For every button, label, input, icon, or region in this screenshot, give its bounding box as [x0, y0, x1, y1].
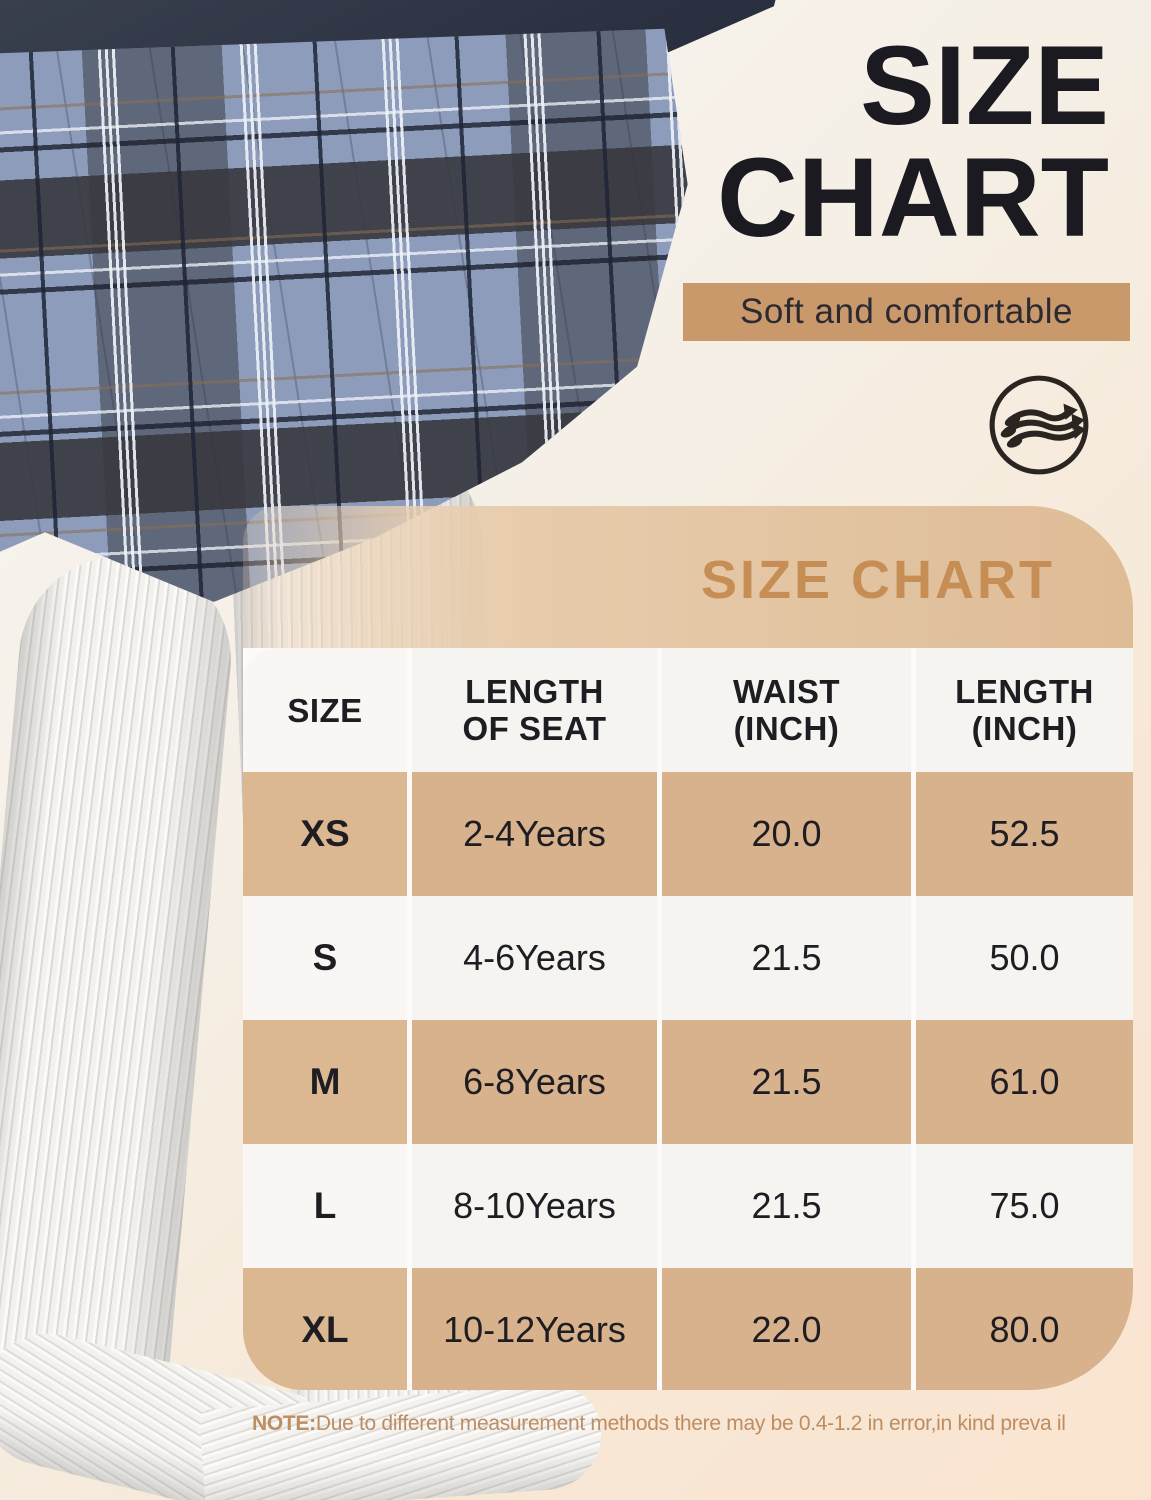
row-s-length: 50.0 — [916, 896, 1133, 1020]
row-m-length: 61.0 — [916, 1020, 1133, 1144]
row-xl-length: 80.0 — [916, 1268, 1133, 1390]
row-xl-waist: 22.0 — [662, 1268, 911, 1390]
size-chart-card: SIZE CHART SIZE LENGTH OF SEAT WAIST (INCH… — [243, 506, 1133, 1390]
row-s-size: S — [243, 896, 407, 1020]
row-s-seat: 4-6Years — [412, 896, 657, 1020]
row-xs-seat: 2-4Years — [412, 772, 657, 896]
size-chart-card-title: SIZE CHART — [701, 550, 1055, 610]
measurement-note-text: Due to different measurement methods the… — [315, 1412, 1066, 1435]
row-l-size: L — [243, 1144, 407, 1268]
row-xs-length: 52.5 — [916, 772, 1133, 896]
column-header-length-of-seat: LENGTH OF SEAT — [412, 648, 657, 774]
row-m-size: M — [243, 1020, 407, 1144]
size-chart-table: SIZE LENGTH OF SEAT WAIST (INCH) LENGTH (IN… — [243, 648, 1133, 1390]
measurement-note: NOTE:Due to different measurement method… — [252, 1412, 1142, 1436]
page-title-line1: SIZE — [860, 23, 1109, 148]
child-leg-left-tights — [0, 546, 240, 1462]
breathable-airflow-icon — [986, 372, 1092, 478]
row-l-seat: 8-10Years — [412, 1144, 657, 1268]
row-s-waist: 21.5 — [662, 896, 911, 1020]
row-l-length: 75.0 — [916, 1144, 1133, 1268]
page-title: SIZE CHART — [717, 30, 1109, 254]
row-m-waist: 21.5 — [662, 1020, 911, 1144]
column-header-length-inch: LENGTH (INCH) — [916, 648, 1133, 774]
row-xs-waist: 20.0 — [662, 772, 911, 896]
soft-comfortable-label: Soft and comfortable — [740, 292, 1073, 331]
measurement-note-prefix: NOTE: — [252, 1412, 316, 1435]
row-l-waist: 21.5 — [662, 1144, 911, 1268]
column-header-waist-inch: WAIST (INCH) — [662, 648, 911, 774]
row-xs-size: XS — [243, 772, 407, 896]
page-title-line2: CHART — [717, 135, 1109, 260]
row-xl-seat: 10-12Years — [412, 1268, 657, 1390]
size-chart-card-header: SIZE CHART — [243, 506, 1133, 648]
row-xl-size: XL — [243, 1268, 407, 1390]
row-m-seat: 6-8Years — [412, 1020, 657, 1144]
soft-comfortable-banner: Soft and comfortable — [683, 283, 1130, 341]
column-header-size: SIZE — [243, 648, 407, 774]
